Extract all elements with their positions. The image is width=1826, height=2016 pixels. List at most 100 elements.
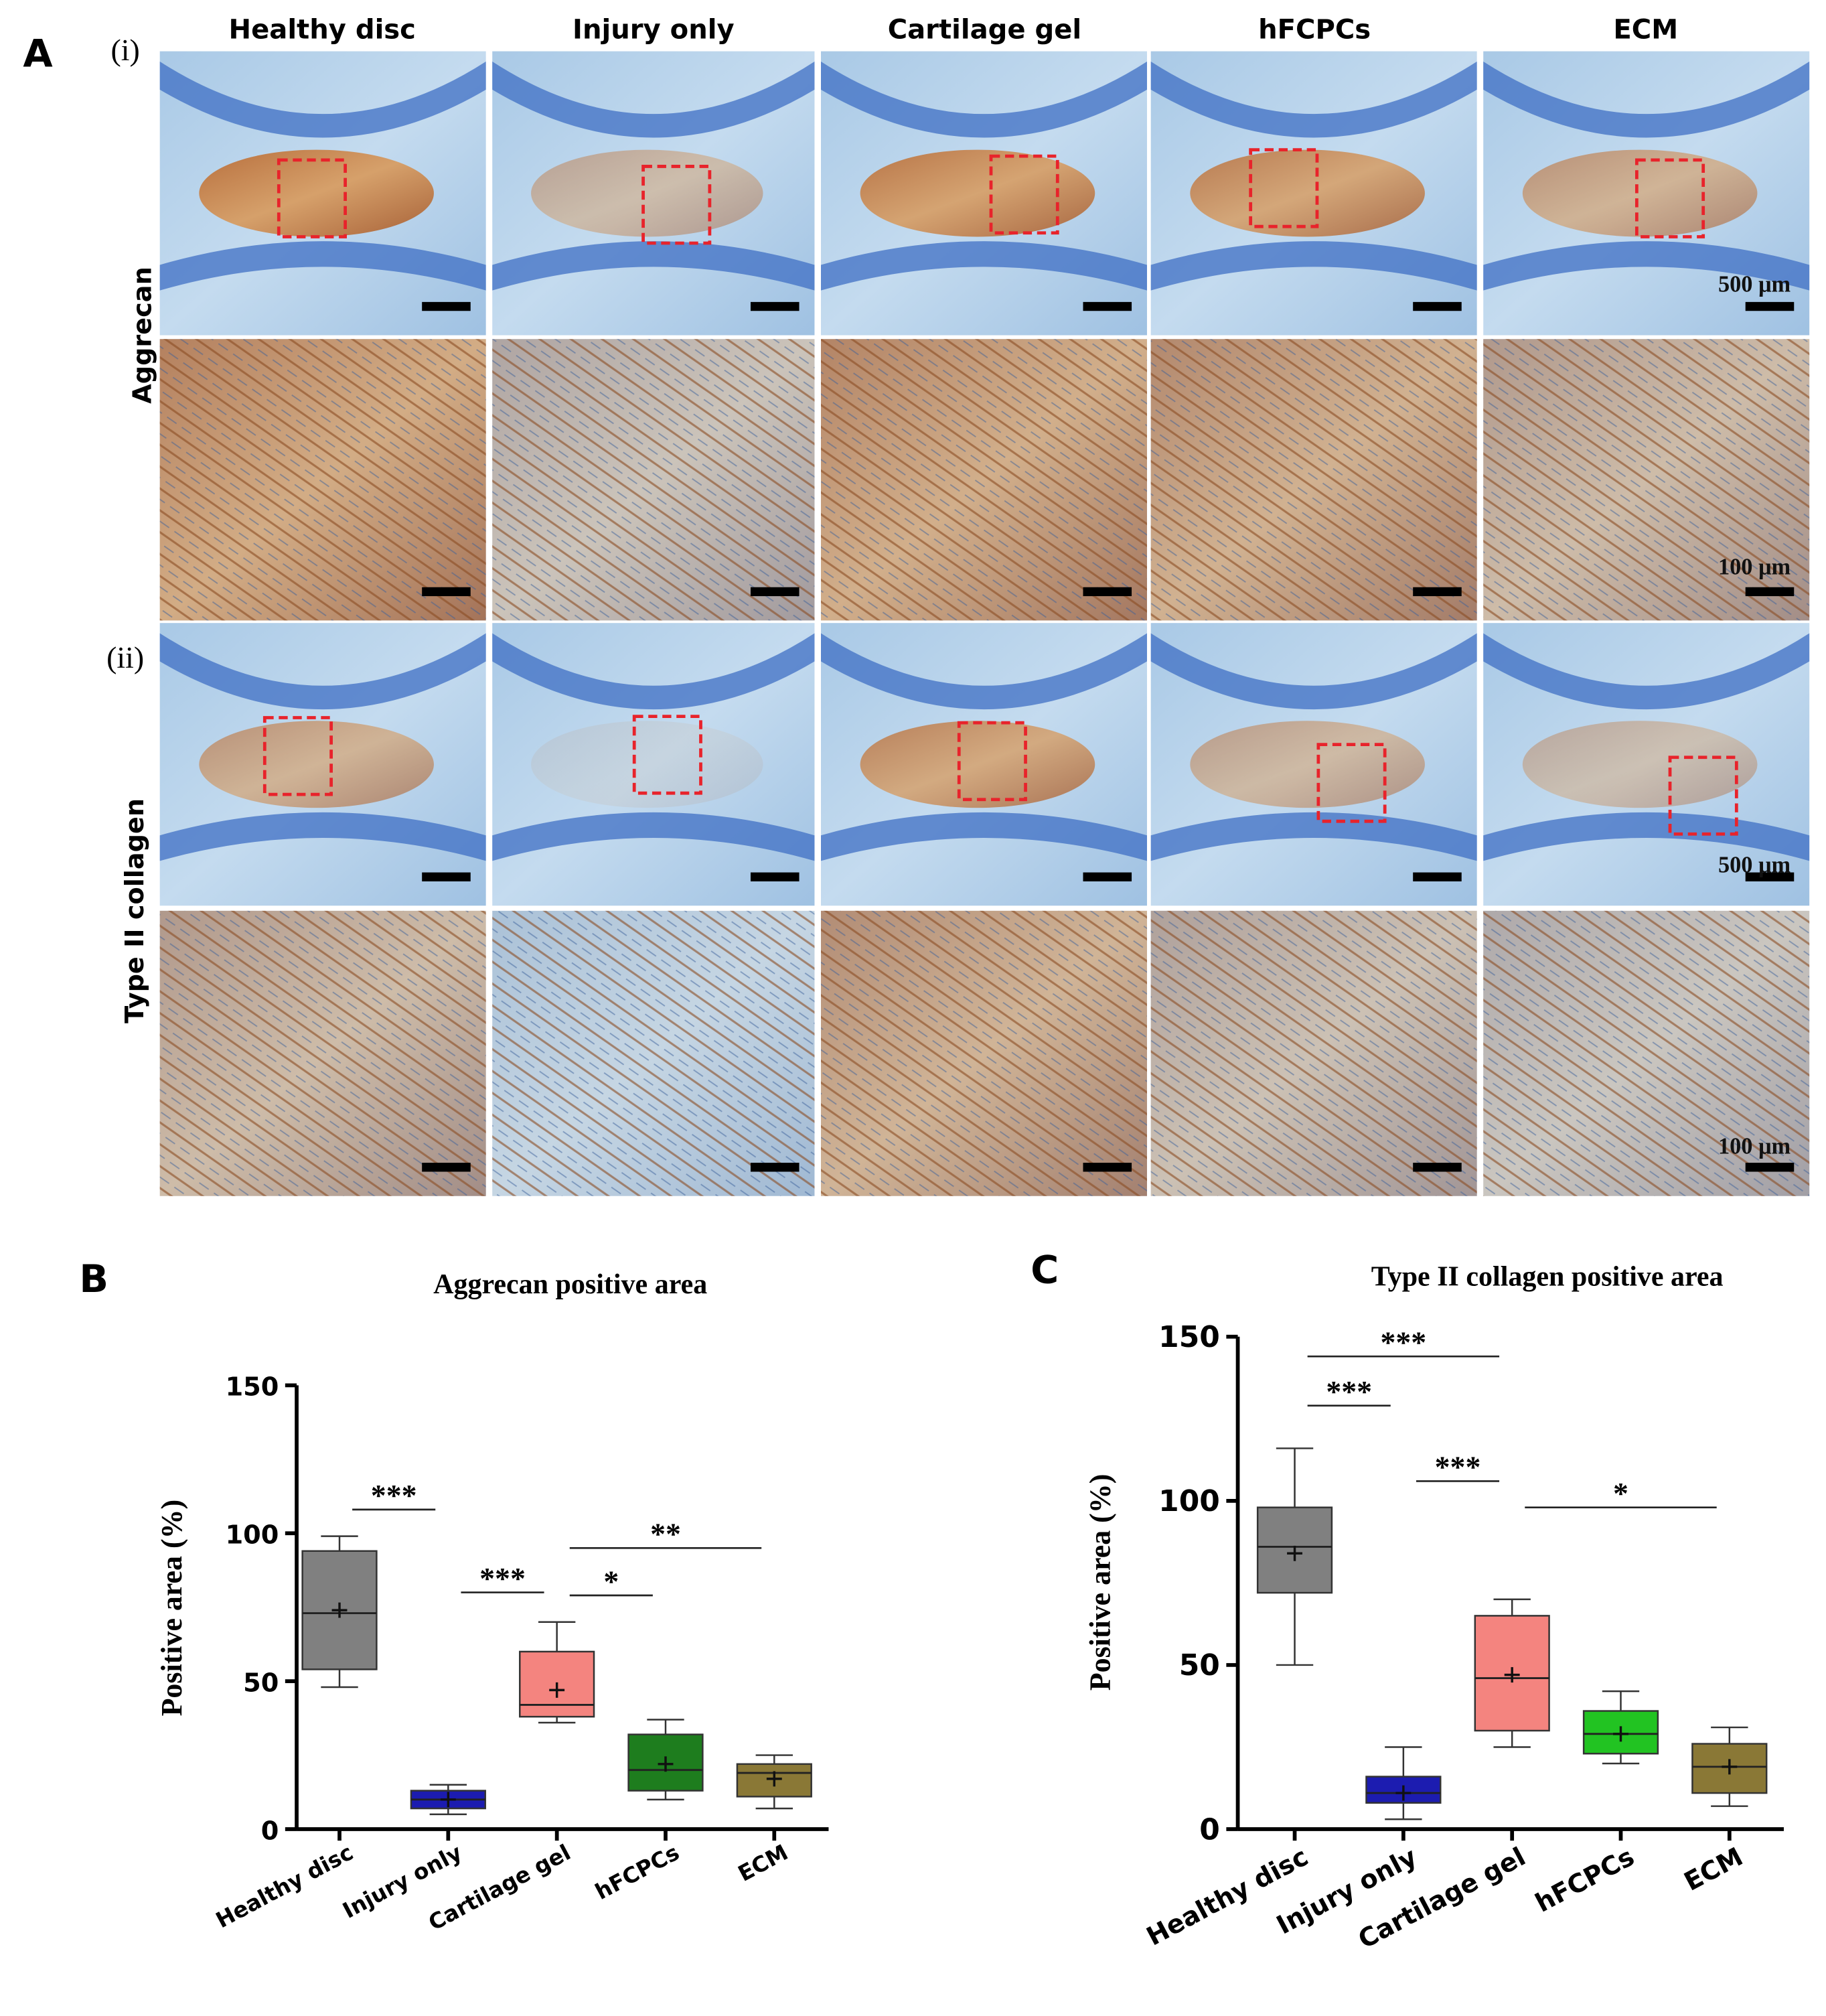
y-tick-label: 0 (1199, 1812, 1220, 1847)
y-tick-label: 50 (243, 1668, 279, 1698)
x-tick-label: Healthy disc (212, 1840, 358, 1934)
scale-bar (1745, 587, 1795, 597)
scale-bar (750, 872, 800, 881)
nucleus-pulposus (531, 721, 763, 808)
roi-box (1634, 158, 1705, 238)
scale-bar (422, 301, 471, 311)
significance-label: * (1613, 1476, 1628, 1510)
scale-label: 100 μm (1718, 555, 1791, 580)
scale-bar (1745, 301, 1795, 311)
endplate (1150, 61, 1477, 138)
scale-bar (1413, 872, 1462, 881)
scale-bar (1083, 872, 1132, 881)
row-label: Type II collagen (121, 798, 150, 1023)
roi-box (632, 715, 702, 795)
nucleus-pulposus (860, 149, 1095, 237)
endplate (159, 241, 486, 291)
endplate (821, 633, 1147, 710)
fibers (492, 910, 815, 1196)
roi-box (1249, 148, 1319, 228)
y-axis-label: Positive area (%) (155, 1500, 188, 1717)
scale-bar (750, 301, 800, 311)
x-tick-label: ECM (1679, 1843, 1748, 1897)
scale-bar (1083, 1163, 1132, 1172)
scale-bar (1083, 301, 1132, 311)
panel-letter: B (79, 1256, 108, 1301)
x-tick-label: ECM (734, 1840, 792, 1887)
y-tick-label: 0 (261, 1816, 279, 1846)
fibers (159, 910, 486, 1196)
mean-marker (1504, 1667, 1520, 1683)
endplate (159, 61, 486, 138)
scale-bar (1745, 1163, 1795, 1172)
endplate (1483, 241, 1810, 291)
endplate (821, 241, 1147, 291)
scale-bar (750, 1163, 800, 1172)
nucleus-pulposus (199, 721, 434, 808)
panel-letter: A (23, 31, 53, 76)
fibers (1150, 910, 1477, 1196)
column-header: Injury only (573, 14, 735, 45)
chart-title: Type II collagen positive area (1371, 1261, 1724, 1292)
endplate (821, 812, 1147, 861)
fibers (1483, 339, 1810, 621)
endplate (492, 61, 815, 138)
x-tick-label: hFCPCs (1531, 1843, 1639, 1919)
y-tick-label: 150 (226, 1373, 279, 1402)
scale-bar (422, 1163, 471, 1172)
significance-label: ** (650, 1517, 681, 1551)
significance-label: *** (1435, 1450, 1481, 1484)
significance-label: *** (1326, 1374, 1372, 1409)
y-tick-label: 150 (1158, 1320, 1220, 1354)
scale-bar (1413, 587, 1462, 597)
column-header: Healthy disc (229, 14, 416, 45)
significance-label: * (603, 1564, 619, 1598)
scale-bar (1413, 1163, 1462, 1172)
significance-label: *** (371, 1478, 417, 1512)
section-label: (i) (111, 33, 140, 67)
mean-marker (1395, 1785, 1412, 1801)
endplate (159, 812, 486, 861)
scale-label: 500 μm (1718, 272, 1791, 297)
y-tick-label: 100 (1158, 1484, 1220, 1518)
nucleus-pulposus (531, 149, 763, 237)
mean-marker (766, 1771, 782, 1787)
mean-marker (1722, 1759, 1738, 1775)
scale-bar (1745, 872, 1795, 881)
endplate (1150, 241, 1477, 291)
nucleus-pulposus (1190, 149, 1425, 237)
endplate (1483, 61, 1810, 138)
scale-label: 500 μm (1718, 853, 1791, 878)
nucleus-pulposus (1522, 149, 1758, 237)
mean-marker (1287, 1545, 1302, 1561)
roi-box (262, 716, 333, 796)
endplate (492, 241, 815, 291)
column-header: Cartilage gel (888, 14, 1081, 45)
mean-marker (331, 1602, 348, 1618)
mean-marker (549, 1682, 565, 1698)
scale-bar (422, 872, 471, 881)
scale-bar (422, 587, 471, 597)
column-header: hFCPCs (1258, 14, 1371, 45)
roi-box (641, 165, 712, 245)
box (627, 1733, 704, 1792)
nucleus-pulposus (1190, 721, 1425, 808)
mean-marker (658, 1756, 674, 1772)
roi-box (989, 154, 1059, 235)
fibers (492, 339, 815, 621)
chart-title: Aggrecan positive area (433, 1269, 707, 1300)
y-axis-label: Positive area (%) (1084, 1474, 1117, 1691)
significance-label: *** (1380, 1325, 1426, 1359)
panel-letter: C (1031, 1248, 1059, 1293)
row-label: Aggrecan (128, 267, 157, 404)
endplate (492, 812, 815, 861)
histology-grid (159, 51, 1810, 1196)
scale-bar (750, 587, 800, 597)
scale-label: 100 μm (1718, 1134, 1791, 1159)
column-header: ECM (1613, 14, 1678, 45)
endplate (1483, 812, 1810, 861)
scale-bar (1083, 587, 1132, 597)
roi-box (1668, 755, 1738, 836)
mean-marker (440, 1792, 456, 1808)
